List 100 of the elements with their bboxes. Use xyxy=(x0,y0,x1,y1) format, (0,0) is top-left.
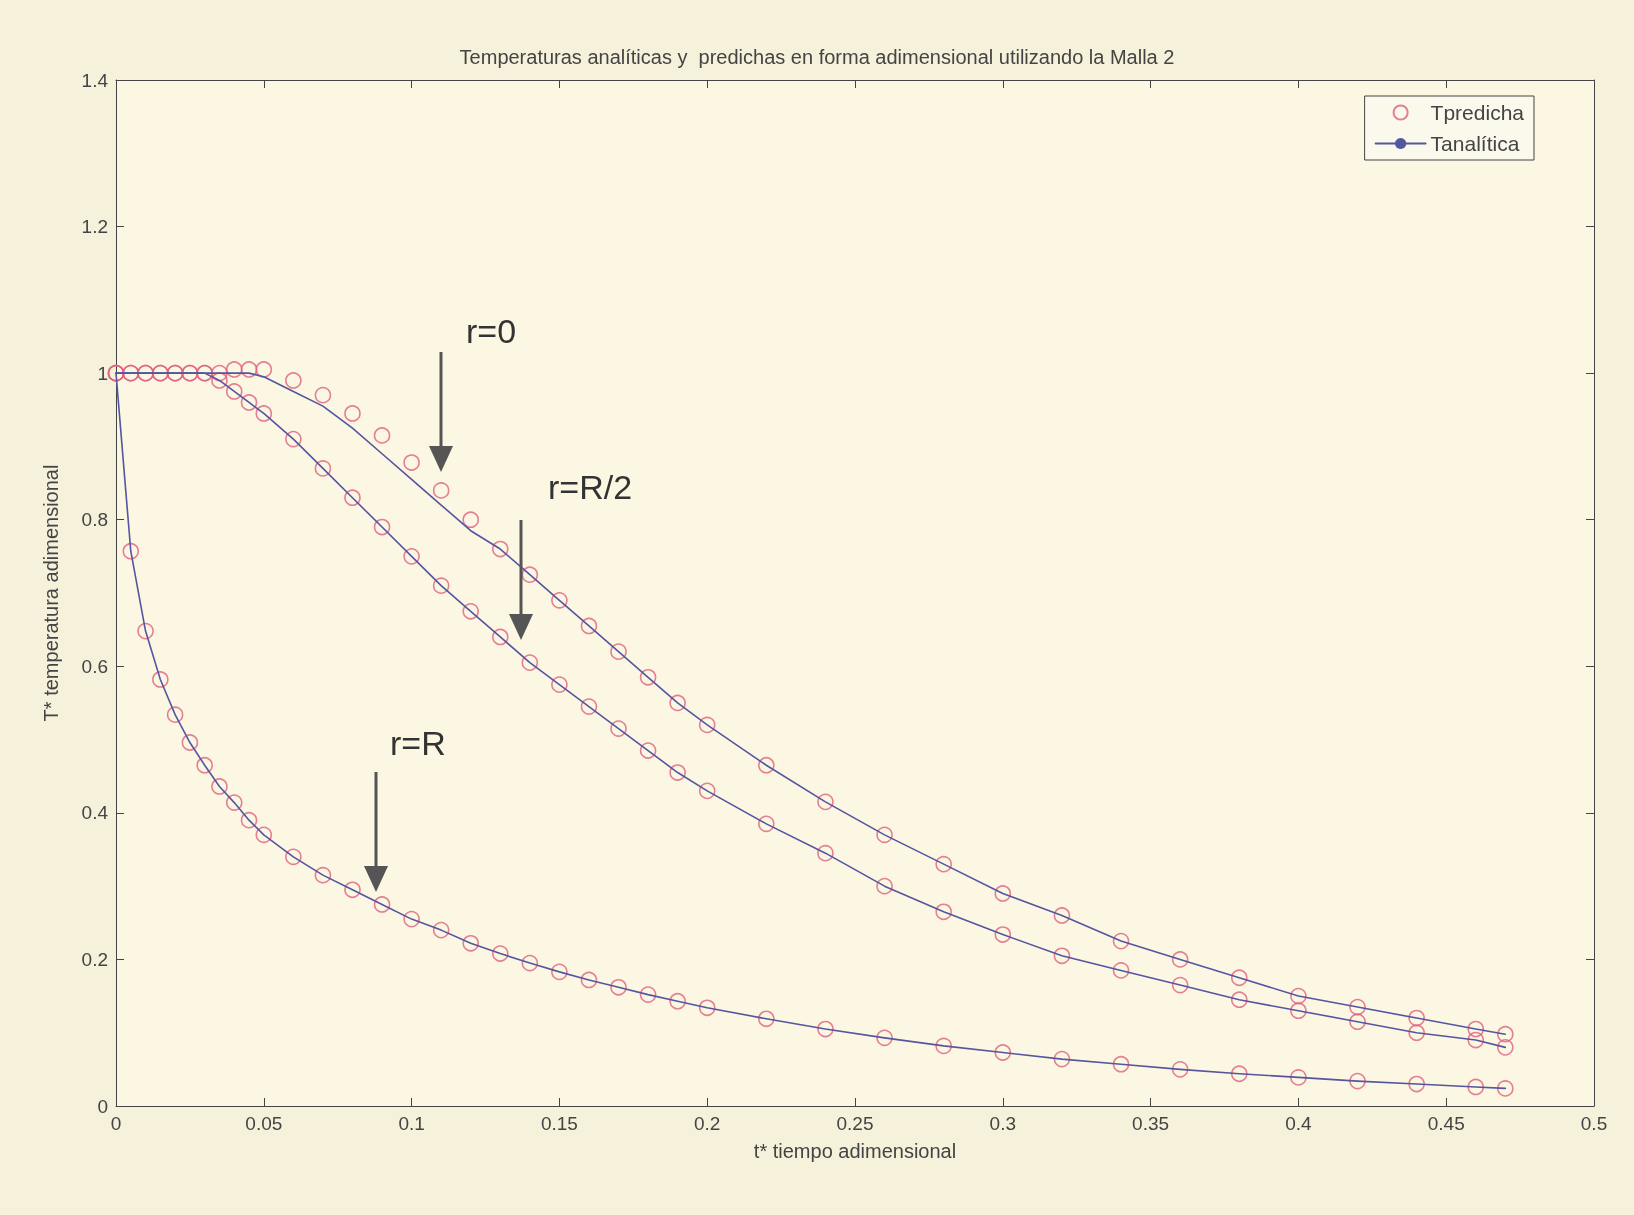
point xyxy=(994,926,1012,943)
point xyxy=(225,794,243,811)
point xyxy=(1497,1080,1514,1097)
point xyxy=(255,826,273,844)
y-tick-label: 1.2 xyxy=(81,216,108,238)
point xyxy=(122,542,140,560)
x-tick-label: 0.2 xyxy=(693,1113,721,1134)
point xyxy=(1112,1055,1130,1073)
annotation: r=0 xyxy=(466,312,517,351)
point xyxy=(211,372,228,389)
point xyxy=(1112,932,1130,950)
x-tick-label: 0.25 xyxy=(836,1113,874,1134)
point xyxy=(1290,1002,1307,1020)
point xyxy=(817,1020,834,1038)
point xyxy=(344,881,361,899)
y-tick-label: 0.2 xyxy=(81,948,108,970)
point xyxy=(1231,991,1248,1009)
point xyxy=(580,971,598,989)
point xyxy=(698,782,716,800)
point xyxy=(580,617,598,635)
point xyxy=(610,978,627,996)
point xyxy=(1231,969,1248,987)
y-tick-label: 1 xyxy=(97,362,108,384)
y-tick-label: 1.4 xyxy=(81,69,109,91)
y-tick-label: 0.8 xyxy=(81,509,108,531)
point xyxy=(817,793,834,811)
point xyxy=(551,592,568,609)
point xyxy=(876,877,893,895)
x-tick-label: 0.1 xyxy=(398,1113,425,1134)
x-tick-label: 0.05 xyxy=(245,1113,283,1134)
point xyxy=(580,698,598,715)
point xyxy=(610,643,627,660)
point xyxy=(669,992,686,1010)
point xyxy=(344,489,361,507)
point xyxy=(994,1044,1012,1061)
point xyxy=(373,896,391,913)
point xyxy=(240,361,258,378)
point xyxy=(1171,951,1189,968)
point xyxy=(551,676,568,693)
point xyxy=(758,815,775,833)
point xyxy=(462,603,480,620)
point xyxy=(255,361,273,378)
point xyxy=(994,885,1012,902)
point xyxy=(285,372,302,389)
point xyxy=(1349,1013,1366,1031)
point xyxy=(373,518,391,536)
point xyxy=(211,364,228,382)
x-tick-label: 0.45 xyxy=(1427,1113,1465,1134)
point xyxy=(1408,1009,1425,1027)
point xyxy=(137,622,154,640)
point xyxy=(492,945,509,962)
x-tick-label: 0.4 xyxy=(1285,1113,1313,1134)
point xyxy=(1467,1031,1485,1049)
point xyxy=(1408,1075,1425,1093)
point xyxy=(1349,998,1366,1016)
point xyxy=(1112,962,1130,979)
point xyxy=(935,855,952,873)
point xyxy=(1231,1065,1248,1083)
point xyxy=(1171,1061,1189,1078)
point xyxy=(403,910,420,928)
point xyxy=(610,720,627,737)
point xyxy=(639,668,657,686)
legend-label: Tanalítica xyxy=(1430,132,1520,155)
point xyxy=(344,405,361,422)
point xyxy=(492,628,509,646)
point xyxy=(1467,1020,1485,1038)
point xyxy=(285,848,302,866)
point xyxy=(462,935,480,952)
point xyxy=(166,706,184,723)
point xyxy=(196,756,213,774)
point xyxy=(1408,1024,1425,1042)
point xyxy=(1171,976,1189,994)
point xyxy=(876,826,893,844)
point xyxy=(698,716,716,734)
point xyxy=(1497,1039,1514,1056)
point xyxy=(876,1029,893,1047)
legend-label: Tpredicha xyxy=(1430,101,1525,124)
point xyxy=(758,756,775,774)
point xyxy=(152,671,169,688)
point xyxy=(314,866,332,884)
point xyxy=(758,1010,775,1028)
point xyxy=(669,764,686,781)
point xyxy=(1290,987,1307,1005)
y-tick-label: 0 xyxy=(97,1095,108,1117)
point xyxy=(639,986,657,1003)
annotation: r=R/2 xyxy=(548,468,633,507)
y-axis-title: T* temperatura adimensional xyxy=(40,464,62,722)
point xyxy=(935,1037,952,1055)
point xyxy=(639,742,657,759)
point xyxy=(1053,1050,1071,1068)
chart-title: Temperaturas analíticas y predichas en forma adimensional utilizando la Malla 2 xyxy=(459,46,1175,68)
point xyxy=(211,778,228,795)
point xyxy=(432,482,450,499)
x-tick-label: 0.5 xyxy=(1580,1113,1608,1134)
point xyxy=(521,566,539,583)
point xyxy=(817,844,834,862)
point xyxy=(225,361,243,378)
point xyxy=(432,921,450,939)
point xyxy=(403,548,420,565)
annotation: r=R xyxy=(390,724,446,763)
